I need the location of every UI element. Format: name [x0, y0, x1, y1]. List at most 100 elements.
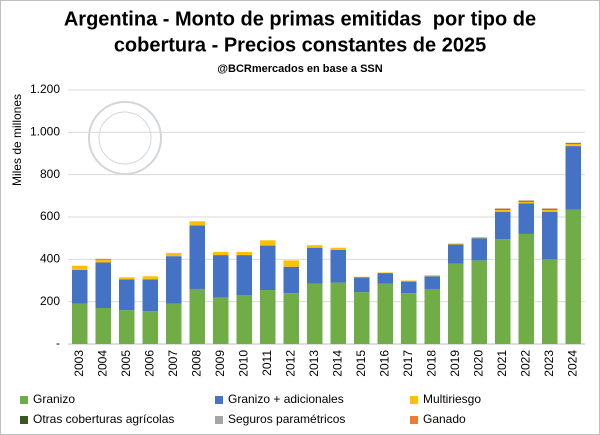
bar-segment: [447, 263, 464, 344]
x-tick-label: 2018: [424, 350, 438, 377]
logo: [88, 101, 162, 175]
legend-swatch: [410, 416, 418, 424]
bar-segment: [95, 262, 112, 309]
bar-segment: [494, 239, 511, 344]
x-tick-label: 2019: [448, 350, 462, 377]
bar-segment: [424, 275, 441, 277]
bar-segment: [165, 252, 182, 257]
x-tick-label: 2016: [377, 350, 391, 377]
bar-segment: [377, 272, 394, 274]
bar-segment: [565, 209, 582, 344]
bar-segment: [259, 245, 276, 291]
x-tick-label: 2010: [236, 350, 250, 377]
legend-label: Multiriesgo: [423, 392, 481, 406]
bar-segment: [306, 247, 323, 284]
bar-segment: [471, 237, 488, 239]
x-tick-label: 2020: [471, 350, 485, 377]
x-tick-label: 2004: [95, 350, 109, 377]
chart-subtitle: @BCRmercados en base a SSN: [217, 63, 382, 75]
x-tick-label: 2003: [72, 350, 86, 377]
bar-segment: [189, 221, 206, 226]
x-tick-label: 2017: [401, 350, 415, 377]
legend-swatch: [410, 396, 418, 404]
bar-segment: [494, 208, 511, 210]
y-tick-label: 600: [40, 209, 60, 223]
x-tick-label: 2008: [189, 350, 203, 377]
bar-segment: [353, 277, 370, 293]
y-axis-label: Miles de millones: [10, 94, 24, 186]
bar-segment: [236, 251, 253, 256]
legend-label: Ganado: [423, 412, 466, 426]
legend-swatch: [20, 416, 28, 424]
bar-segment: [541, 211, 558, 260]
x-tick-label: 2023: [542, 350, 556, 377]
x-tick-label: 2024: [565, 350, 579, 377]
bar-segment: [330, 282, 347, 344]
bar-segment: [447, 243, 464, 245]
bar-segment: [494, 209, 511, 212]
bar-segment: [212, 251, 229, 256]
x-tick-label: 2021: [495, 350, 509, 377]
bar-segment: [212, 297, 229, 344]
bar-segment: [565, 146, 582, 210]
bar-segment: [541, 208, 558, 210]
bar-segment: [471, 238, 488, 261]
bar-segment: [283, 266, 300, 294]
bar-segment: [377, 273, 394, 284]
bar-segment: [400, 293, 417, 344]
bar-segment: [330, 247, 347, 250]
bar-segment: [518, 201, 535, 204]
bar-segment: [71, 265, 88, 270]
x-tick-label: 2022: [518, 350, 532, 377]
bar-segment: [518, 233, 535, 344]
bar-segment: [259, 290, 276, 344]
y-tick-label: -: [56, 336, 60, 350]
bar-segment: [353, 276, 370, 278]
y-tick-label: 400: [40, 252, 60, 266]
chart-title: cobertura - Precios constantes de 2025: [114, 34, 486, 56]
bar-segment: [541, 259, 558, 344]
x-tick-label: 2011: [260, 350, 274, 376]
bar-segment: [283, 293, 300, 344]
bar-segment: [565, 143, 582, 147]
bar-segment: [306, 283, 323, 344]
bar-segment: [142, 279, 159, 312]
bar-segment: [353, 292, 370, 344]
bar-segment: [518, 200, 535, 202]
x-tick-label: 2005: [119, 350, 133, 377]
bar-segment: [424, 276, 441, 289]
x-tick-label: 2015: [354, 350, 368, 377]
bar-segment: [71, 269, 88, 304]
legend-swatch: [20, 396, 28, 404]
bar-segment: [95, 308, 112, 344]
y-tick-label: 1.200: [30, 82, 60, 96]
chart-title: Argentina - Monto de primas emitidas por…: [64, 8, 536, 30]
legend-label: Granizo: [33, 392, 75, 406]
bar-segment: [447, 244, 464, 264]
bar-segment: [118, 279, 135, 311]
bar-segment: [236, 255, 253, 296]
x-tick-label: 2013: [307, 350, 321, 377]
bar-segment: [189, 288, 206, 344]
bar-segment: [118, 310, 135, 344]
bar-segment: [494, 211, 511, 240]
bar-segment: [189, 225, 206, 289]
bar-segment: [377, 283, 394, 344]
bar-segment: [471, 260, 488, 344]
x-tick-label: 2009: [213, 350, 227, 377]
y-tick-label: 1.000: [30, 125, 60, 139]
x-tick-label: 2014: [330, 350, 344, 377]
bar-segment: [330, 249, 347, 283]
legend-label: Otras coberturas agrícolas: [33, 412, 174, 426]
bar-segment: [400, 280, 417, 282]
bar-segment: [212, 255, 229, 298]
legend-swatch: [215, 416, 223, 424]
y-tick-label: 200: [40, 294, 60, 308]
bar-segment: [142, 276, 159, 280]
bar-segment: [306, 245, 323, 248]
bar-segment: [565, 143, 582, 144]
x-tick-label: 2006: [142, 350, 156, 377]
bar-segment: [118, 277, 135, 280]
x-tick-label: 2012: [283, 350, 297, 377]
